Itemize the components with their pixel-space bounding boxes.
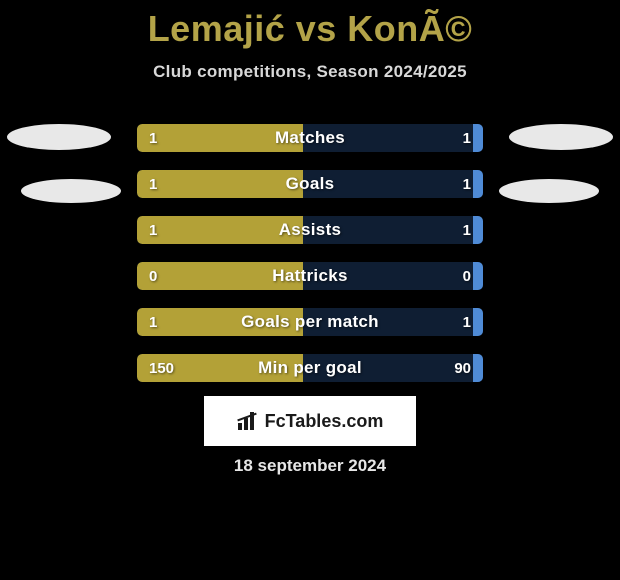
stat-label: Goals per match xyxy=(137,308,483,336)
fctables-badge[interactable]: FcTables.com xyxy=(204,396,416,446)
stats-rows: 11Matches 11Goals 11Assists 00Hattricks 11Go… xyxy=(137,124,483,400)
subtitle: Club competitions, Season 2024/2025 xyxy=(0,62,620,82)
stat-label: Goals xyxy=(137,170,483,198)
avatar-left-1 xyxy=(7,124,111,150)
avatar-right-1 xyxy=(509,124,613,150)
avatar-left-2 xyxy=(21,179,121,203)
date-label: 18 september 2024 xyxy=(0,456,620,476)
stat-row: 11Goals xyxy=(137,170,483,198)
stat-label: Min per goal xyxy=(137,354,483,382)
stat-row: 11Assists xyxy=(137,216,483,244)
bar-chart-icon xyxy=(237,412,259,430)
stat-row: 15090Min per goal xyxy=(137,354,483,382)
stat-label: Assists xyxy=(137,216,483,244)
stat-row: 11Matches xyxy=(137,124,483,152)
avatar-right-2 xyxy=(499,179,599,203)
stat-label: Matches xyxy=(137,124,483,152)
page-title: Lemajić vs KonÃ© xyxy=(0,0,620,50)
stat-label: Hattricks xyxy=(137,262,483,290)
stat-row: 11Goals per match xyxy=(137,308,483,336)
badge-text: FcTables.com xyxy=(265,411,384,432)
stat-row: 00Hattricks xyxy=(137,262,483,290)
